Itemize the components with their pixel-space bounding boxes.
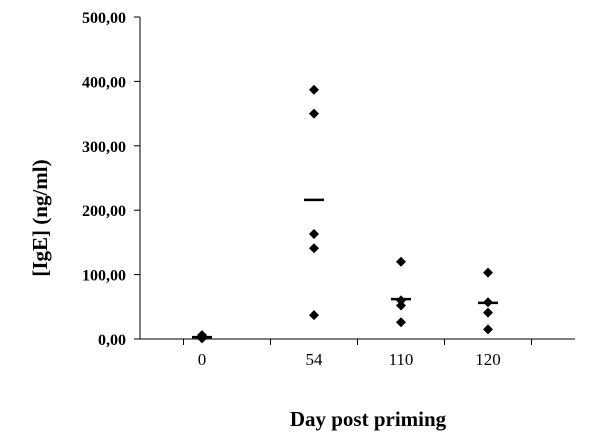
data-point bbox=[309, 108, 319, 119]
x-axis-ticks: 0 54 110 120 bbox=[183, 339, 532, 369]
data-point bbox=[483, 324, 493, 335]
data-point bbox=[197, 333, 207, 344]
data-point bbox=[396, 317, 406, 328]
data-point bbox=[396, 295, 406, 306]
data-point bbox=[483, 297, 493, 308]
mean-markers bbox=[192, 198, 498, 339]
axes bbox=[139, 17, 575, 340]
data-point bbox=[309, 243, 319, 254]
x-tick-label: 0 bbox=[198, 350, 207, 369]
data-point bbox=[396, 256, 406, 267]
data-points bbox=[197, 84, 493, 344]
y-tick-label: 400,00 bbox=[82, 74, 126, 91]
data-point bbox=[309, 84, 319, 95]
y-tick-label: 300,00 bbox=[82, 139, 126, 156]
data-point bbox=[309, 229, 319, 240]
y-axis-title: [IgE] (ng/ml) bbox=[28, 159, 52, 276]
y-tick-label: 200,00 bbox=[82, 203, 126, 220]
y-tick-label: 100,00 bbox=[82, 268, 126, 285]
x-tick-label: 110 bbox=[389, 350, 414, 369]
data-point bbox=[309, 310, 319, 321]
data-point bbox=[483, 267, 493, 278]
data-point bbox=[483, 307, 493, 318]
y-tick-label: 500,00 bbox=[82, 10, 126, 27]
y-tick-label: 0,00 bbox=[98, 332, 126, 349]
y-axis-ticks: 0,00 100,00 200,00 300,00 400,00 500,00 bbox=[82, 10, 140, 349]
data-point bbox=[396, 300, 406, 311]
x-axis-title: Day post priming bbox=[290, 407, 447, 431]
x-tick-label: 120 bbox=[475, 350, 501, 369]
x-tick-label: 54 bbox=[306, 350, 324, 369]
